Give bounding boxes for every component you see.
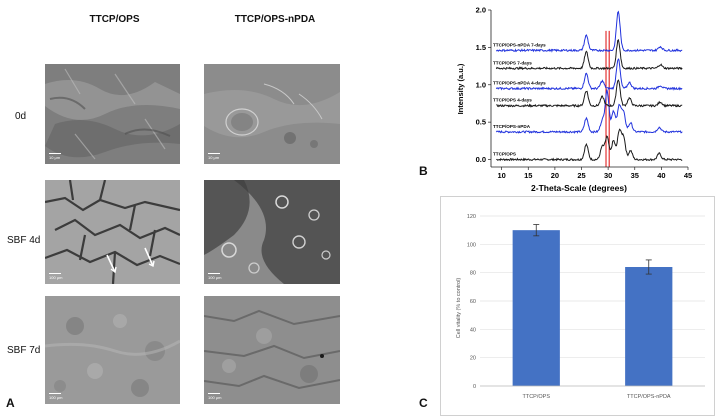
sem-image-ttcp-ops-sbf-4d: 100 μm <box>45 180 180 284</box>
column-title-ttcp-ops: TTCP/OPS <box>89 14 140 25</box>
xrd-chart: TTCP/OPS TTCP/OPS-nPDA TTCP/OPS 4-days TTCP… <box>456 6 693 194</box>
bar-y-axis-label: Cell vitality (% to control) <box>456 278 462 339</box>
scale-bar: 10 μm <box>49 155 61 160</box>
xrd-y-tick-label: 0.0 <box>476 155 486 164</box>
xrd-x-tick-label: 25 <box>577 171 585 180</box>
bar-category-label: TTCP/OPS-nPDA <box>627 394 671 400</box>
panel-letter-c: C <box>419 396 428 410</box>
xrd-series-line <box>496 128 683 162</box>
xrd-series-label: TTCP/OPS 4-days <box>493 98 532 103</box>
xrd-y-tick-label: 0.5 <box>476 118 486 127</box>
xrd-series-label: TTCP/OPS <box>493 152 516 157</box>
row-label-sbf-7d: SBF 7d <box>7 345 41 356</box>
row-label-sbf-4d: SBF 4d <box>7 235 41 246</box>
cell-vitality-chart: 0 20 40 60 80 100 120 TTCP/OPS TTCP/OPS-nPDA Cel… <box>440 196 715 416</box>
xrd-x-tick-label: 10 <box>497 171 505 180</box>
xrd-x-tick-label: 40 <box>657 171 665 180</box>
scale-bar: 100 μm <box>49 395 63 400</box>
sem-image-ttcp-ops-npda-sbf-7d: 100 μm <box>204 296 340 404</box>
panel-letter-a: A <box>6 396 15 410</box>
xrd-series-label: TTCP/OPS 7-days <box>493 60 532 65</box>
column-title-ttcp-ops-npda: TTCP/OPS-nPDA <box>234 14 316 25</box>
bar-y-tick-label: 120 <box>467 214 476 220</box>
sem-image-ttcp-ops-npda-sbf-4d: 100 μm <box>204 180 340 284</box>
xrd-series-line <box>495 58 683 91</box>
xrd-axes: 10 15 20 25 30 35 40 45 0.0 0.5 1.0 1.5 2.0 <box>476 6 693 181</box>
sem-image-ttcp-ops-npda-0d: 10 μm <box>204 64 340 164</box>
sem-image-ttcp-ops-0d: 10 μm <box>45 64 180 164</box>
chart-frame <box>440 196 715 416</box>
xrd-x-axis-label: 2-Theta-Scale (degrees) <box>531 183 627 193</box>
row-label-0d: 0d <box>15 111 27 122</box>
xrd-y-tick-label: 1.0 <box>476 80 486 89</box>
scale-bar: 10 μm <box>208 155 220 160</box>
xrd-series-label: TTCP/OPS-nPDA 7-days <box>493 42 546 47</box>
bar-y-tick-label: 80 <box>470 271 476 277</box>
xrd-x-tick-label: 35 <box>631 171 639 180</box>
xrd-series-line <box>496 79 683 108</box>
panel-letter-b: B <box>419 164 428 178</box>
scale-bar: 100 μm <box>208 275 222 280</box>
bar-ttcp-ops-npda <box>625 267 673 386</box>
xrd-series-line <box>495 89 683 134</box>
scale-bar: 100 μm <box>208 395 222 400</box>
xrd-plot-area: TTCP/OPS TTCP/OPS-nPDA TTCP/OPS 4-days TTCP… <box>493 10 683 167</box>
bar-y-tick-label: 40 <box>470 327 476 333</box>
bar-ttcp-ops <box>512 230 560 386</box>
xrd-series-label: TTCP/OPS-nPDA 4-days <box>493 81 546 86</box>
scale-bar: 100 μm <box>49 275 63 280</box>
bar-marks <box>512 224 673 386</box>
xrd-x-tick-label: 30 <box>604 171 612 180</box>
bar-ticks: 0 20 40 60 80 100 120 TTCP/OPS TTCP/OPS-nPDA <box>467 214 705 400</box>
bar-y-tick-label: 20 <box>470 356 476 362</box>
bar-y-tick-label: 60 <box>470 299 476 305</box>
xrd-x-tick-label: 45 <box>684 171 692 180</box>
xrd-y-tick-label: 1.5 <box>476 43 486 52</box>
xrd-y-axis-label: Intensity (a.u.) <box>456 63 465 114</box>
xrd-series-line <box>495 38 683 71</box>
bar-y-tick-label: 100 <box>467 242 476 248</box>
bar-y-tick-label: 0 <box>473 384 476 390</box>
xrd-x-tick-label: 15 <box>524 171 532 180</box>
xrd-y-tick-label: 2.0 <box>476 6 486 15</box>
xrd-series-label: TTCP/OPS-nPDA <box>493 124 531 129</box>
sem-image-ttcp-ops-sbf-7d: 100 μm <box>45 296 180 404</box>
bar-category-label: TTCP/OPS <box>522 394 550 400</box>
xrd-series-line <box>495 10 683 53</box>
xrd-x-tick-label: 20 <box>551 171 559 180</box>
